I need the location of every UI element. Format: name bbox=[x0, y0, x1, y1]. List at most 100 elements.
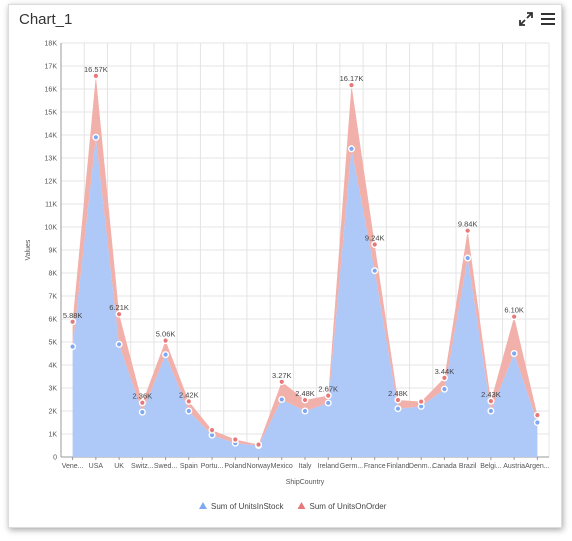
data-label: 16.17K bbox=[340, 74, 364, 83]
data-label: 2.67K bbox=[318, 385, 338, 394]
data-point-units-on-order bbox=[394, 396, 402, 404]
data-point-units-in-stock bbox=[324, 399, 332, 407]
x-tick-label: Swed... bbox=[154, 463, 177, 470]
y-tick-label: 4K bbox=[48, 363, 57, 370]
data-label: 6.21K bbox=[109, 303, 129, 312]
y-tick-label: 14K bbox=[45, 133, 58, 140]
data-point-units-in-stock bbox=[440, 385, 448, 393]
data-label: 2.48K bbox=[295, 389, 315, 398]
data-label: 6.10K bbox=[504, 306, 524, 315]
y-tick-label: 1K bbox=[48, 432, 57, 439]
data-point-units-in-stock bbox=[162, 351, 170, 359]
chart-widget: Chart_1 0 1K 2K 3K 4K 5K 6K 7K 8K 9K 10K 11K 12K 13K 1… bbox=[8, 4, 562, 528]
x-tick-label: Norway bbox=[247, 463, 271, 470]
x-tick-label: France bbox=[364, 463, 386, 470]
y-tick-label: 11K bbox=[45, 202, 57, 209]
x-tick-label: Portu... bbox=[201, 463, 224, 470]
data-point-units-on-order bbox=[138, 399, 146, 407]
x-tick-label: Belgi... bbox=[480, 463, 501, 470]
y-tick-label: 18K bbox=[45, 41, 58, 48]
legend-item-units-in-stock[interactable]: Sum of UnitsInStock bbox=[211, 502, 284, 511]
data-label: 16.57K bbox=[84, 65, 108, 74]
data-point-units-on-order bbox=[417, 398, 425, 406]
data-point-units-in-stock bbox=[533, 419, 541, 427]
area-chart: 0 1K 2K 3K 4K 5K 6K 7K 8K 9K 10K 11K 12K 13K 14K 15K 16K… bbox=[25, 41, 550, 512]
x-tick-label: Poland bbox=[224, 463, 246, 470]
data-point-units-on-order bbox=[510, 313, 518, 321]
data-point-units-on-order bbox=[162, 337, 170, 345]
y-tick-label: 0 bbox=[53, 455, 57, 462]
chart-title: Chart_1 bbox=[19, 11, 73, 28]
data-point-units-in-stock bbox=[347, 145, 355, 153]
x-tick-label: UK bbox=[114, 463, 124, 470]
data-point-units-in-stock bbox=[69, 343, 77, 351]
x-tick-label: Denm... bbox=[409, 463, 434, 470]
x-tick-label: Vene... bbox=[62, 463, 84, 470]
y-axis-title: Values bbox=[25, 239, 32, 260]
data-point-units-on-order bbox=[371, 240, 379, 248]
data-point-units-on-order bbox=[231, 436, 239, 444]
data-point-units-in-stock bbox=[394, 405, 402, 413]
data-point-units-on-order bbox=[533, 411, 541, 419]
x-tick-label: Germ... bbox=[340, 463, 363, 470]
data-point-units-on-order bbox=[255, 441, 263, 449]
x-tick-label: Ireland bbox=[318, 463, 340, 470]
data-point-units-on-order bbox=[301, 396, 309, 404]
data-point-units-on-order bbox=[324, 392, 332, 400]
data-label: 5.06K bbox=[156, 330, 176, 339]
x-tick-label: Canada bbox=[432, 463, 457, 470]
data-point-units-on-order bbox=[440, 374, 448, 382]
data-label: 3.27K bbox=[272, 371, 292, 380]
data-point-units-on-order bbox=[69, 318, 77, 326]
y-tick-label: 8K bbox=[48, 271, 57, 278]
data-point-units-in-stock bbox=[301, 407, 309, 415]
data-point-units-in-stock bbox=[487, 407, 495, 415]
data-point-units-in-stock bbox=[464, 254, 472, 262]
data-point-units-in-stock bbox=[185, 407, 193, 415]
x-tick-label: USA bbox=[89, 463, 104, 470]
x-tick-label: Austria bbox=[503, 463, 525, 470]
data-point-units-on-order bbox=[347, 81, 355, 89]
x-tick-label: Italy bbox=[299, 463, 312, 470]
expand-icon[interactable] bbox=[518, 11, 534, 27]
data-point-units-on-order bbox=[115, 310, 123, 318]
legend-item-units-on-order[interactable]: Sum of UnitsOnOrder bbox=[309, 502, 386, 511]
data-point-units-in-stock bbox=[92, 133, 100, 141]
legend-marker-units-in-stock[interactable] bbox=[199, 502, 207, 509]
data-point-units-in-stock bbox=[115, 340, 123, 348]
data-point-units-on-order bbox=[464, 227, 472, 235]
x-tick-label: Brazil bbox=[459, 463, 477, 470]
data-label: 2.36K bbox=[133, 392, 153, 401]
y-tick-label: 3K bbox=[48, 386, 57, 393]
x-tick-label: Spain bbox=[180, 463, 198, 470]
data-label: 9.84K bbox=[458, 220, 478, 229]
y-tick-label: 13K bbox=[45, 156, 58, 163]
y-tick-label: 15K bbox=[45, 110, 58, 117]
x-axis-title: ShipCountry bbox=[286, 479, 325, 486]
y-tick-label: 5K bbox=[48, 340, 57, 347]
data-label: 5.88K bbox=[63, 311, 83, 320]
y-tick-label: 16K bbox=[45, 87, 58, 94]
data-point-units-in-stock bbox=[371, 267, 379, 275]
data-label: 2.48K bbox=[388, 389, 408, 398]
x-tick-label: Argen... bbox=[525, 463, 550, 470]
y-tick-label: 10K bbox=[45, 225, 58, 232]
data-point-units-in-stock bbox=[510, 350, 518, 358]
hamburger-menu-icon[interactable] bbox=[540, 10, 556, 28]
data-point-units-on-order bbox=[92, 72, 100, 80]
y-tick-label: 9K bbox=[48, 248, 57, 255]
series-area-units-in-stock bbox=[72, 137, 538, 458]
y-tick-label: 2K bbox=[48, 409, 57, 416]
data-label: 2.43K bbox=[481, 390, 501, 399]
y-tick-label: 6K bbox=[48, 317, 57, 324]
x-tick-label: Mexico bbox=[271, 463, 293, 470]
y-tick-label: 7K bbox=[48, 294, 57, 301]
data-point-units-on-order bbox=[278, 378, 286, 386]
data-label: 9.24K bbox=[365, 233, 385, 242]
x-tick-label: Finland bbox=[386, 463, 409, 470]
data-point-units-on-order bbox=[185, 397, 193, 405]
data-point-units-on-order bbox=[208, 426, 216, 434]
x-tick-label: Switz... bbox=[131, 463, 154, 470]
data-label: 2.42K bbox=[179, 390, 199, 399]
legend-marker-units-on-order[interactable] bbox=[297, 502, 306, 509]
